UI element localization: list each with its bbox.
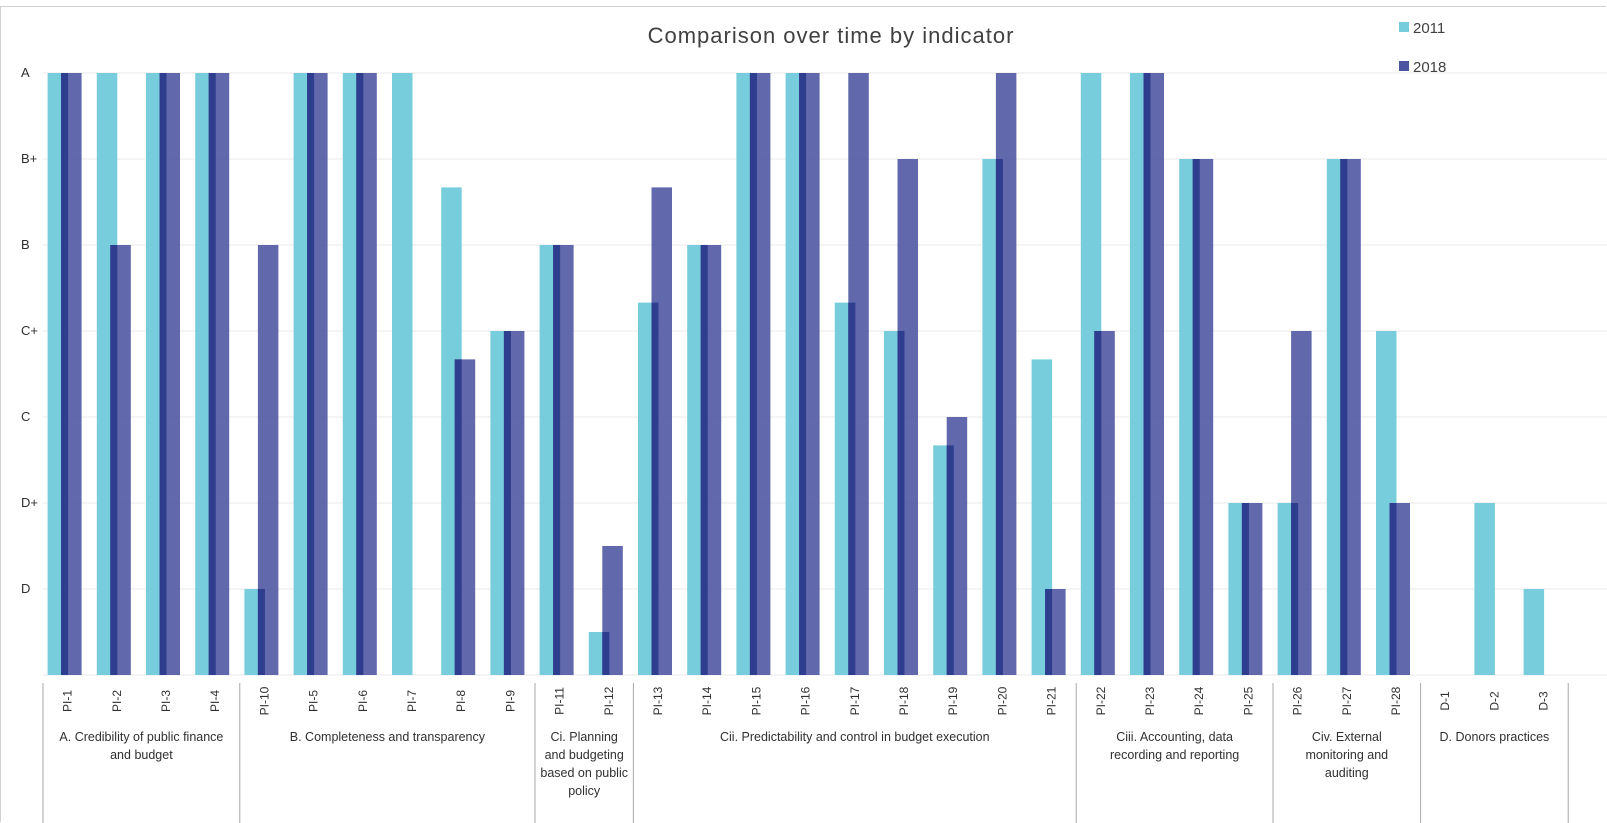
bar-overlap-pi-26 bbox=[1291, 503, 1299, 675]
bar-2011-d-2 bbox=[1474, 503, 1495, 675]
x-category-label: PI-26 bbox=[1291, 686, 1305, 715]
x-category-label: PI-1 bbox=[61, 690, 75, 712]
group-label-line: A. Credibility of public finance bbox=[59, 730, 223, 744]
x-category-label: PI-21 bbox=[1045, 686, 1059, 715]
x-category-label: PI-9 bbox=[503, 690, 517, 712]
x-category-label: PI-6 bbox=[356, 690, 370, 712]
x-category-label: PI-20 bbox=[995, 686, 1009, 715]
x-axis-categories: PI-1 PI-2 PI-3 PI-4 PI-10 PI-5 PI-6 PI-7 PI-8 PI-… bbox=[61, 686, 1551, 715]
group-label-line: and budgeting bbox=[545, 748, 624, 762]
x-category-label: PI-19 bbox=[946, 686, 960, 715]
y-tick-label: C bbox=[21, 409, 30, 424]
group-label-line: Cii. Predictability and control in budge… bbox=[720, 730, 990, 744]
x-category-label: D-3 bbox=[1537, 691, 1551, 711]
x-category-label: PI-15 bbox=[749, 686, 763, 715]
bar-overlap-pi-21 bbox=[1045, 589, 1053, 675]
x-category-label: PI-4 bbox=[208, 690, 222, 712]
y-tick-label: B+ bbox=[21, 151, 37, 166]
bar-overlap-pi-20 bbox=[995, 159, 1003, 675]
legend-swatch-2018 bbox=[1399, 61, 1409, 71]
x-category-label: PI-27 bbox=[1340, 686, 1354, 715]
bar-2011-pi-7 bbox=[392, 73, 413, 675]
x-category-label: PI-10 bbox=[257, 686, 271, 715]
group-label-line: D. Donors practices bbox=[1440, 730, 1550, 744]
bar-overlap-pi-11 bbox=[553, 245, 561, 675]
bar-overlap-pi-24 bbox=[1192, 159, 1200, 675]
bar-overlap-pi-16 bbox=[799, 73, 807, 675]
legend-label-2018: 2018 bbox=[1413, 59, 1446, 76]
chart-frame: A B+ B C+ C D+ D PI-1 PI-2 PI-3 PI-4 PI-10 PI-5 PI-6… bbox=[0, 6, 1607, 823]
bar-overlap-pi-25 bbox=[1241, 503, 1249, 675]
y-tick-label: C+ bbox=[21, 323, 38, 338]
bar-overlap-pi-17 bbox=[848, 302, 856, 675]
bar-overlap-pi-23 bbox=[1143, 73, 1151, 675]
x-category-label: PI-22 bbox=[1094, 686, 1108, 715]
x-axis-groups: A. Credibility of public finance and budg… bbox=[42, 683, 1569, 823]
bar-overlap-pi-4 bbox=[208, 73, 216, 675]
x-category-label: PI-8 bbox=[454, 690, 468, 712]
bar-overlap-pi-28 bbox=[1389, 503, 1397, 675]
group-label-line: policy bbox=[568, 784, 601, 798]
x-category-label: PI-16 bbox=[799, 686, 813, 715]
group-label-line: monitoring and bbox=[1305, 748, 1388, 762]
y-tick-label: B bbox=[21, 237, 30, 252]
legend: 2011 2018 bbox=[1399, 20, 1446, 76]
bar-overlap-pi-27 bbox=[1340, 159, 1348, 675]
group-label-line: Ci. Planning bbox=[550, 730, 617, 744]
group-label-line: based on public bbox=[540, 766, 628, 780]
bar-overlap-pi-18 bbox=[897, 331, 905, 675]
group-label-line: B. Completeness and transparency bbox=[290, 730, 486, 744]
group-label-line: Civ. External bbox=[1312, 730, 1382, 744]
x-category-label: PI-13 bbox=[651, 686, 665, 715]
group-label-line: recording and reporting bbox=[1110, 748, 1239, 762]
bars bbox=[47, 73, 1545, 675]
x-category-label: D-2 bbox=[1487, 691, 1501, 711]
bar-2011-d-3 bbox=[1523, 589, 1545, 675]
legend-swatch-2011 bbox=[1399, 22, 1409, 32]
bar-overlap-pi-12 bbox=[602, 632, 610, 675]
bar-2018-pi-10 bbox=[257, 245, 279, 675]
y-tick-label: D+ bbox=[21, 495, 38, 510]
bar-chart: A B+ B C+ C D+ D PI-1 PI-2 PI-3 PI-4 PI-10 PI-5 PI-6… bbox=[21, 20, 1607, 823]
x-category-label: PI-25 bbox=[1241, 686, 1255, 715]
group-label-line: Ciii. Accounting, data bbox=[1116, 730, 1233, 744]
group-label-line: and budget bbox=[110, 748, 173, 762]
bar-overlap-pi-6 bbox=[356, 73, 364, 675]
bar-overlap-pi-19 bbox=[946, 445, 954, 675]
bar-overlap-pi-15 bbox=[749, 73, 757, 675]
bar-overlap-pi-8 bbox=[454, 359, 462, 675]
x-category-label: PI-11 bbox=[553, 687, 567, 715]
y-tick-label: D bbox=[21, 581, 30, 596]
bar-overlap-pi-3 bbox=[159, 73, 167, 675]
x-category-label: PI-14 bbox=[700, 686, 714, 715]
bar-overlap-pi-2 bbox=[110, 245, 118, 675]
x-category-label: PI-24 bbox=[1192, 686, 1206, 715]
x-category-label: PI-3 bbox=[159, 690, 173, 712]
x-category-label: D-1 bbox=[1438, 691, 1452, 711]
x-category-label: PI-5 bbox=[307, 690, 321, 712]
legend-label-2011: 2011 bbox=[1413, 20, 1445, 37]
x-category-label: PI-17 bbox=[848, 686, 862, 715]
bar-overlap-pi-5 bbox=[307, 73, 315, 675]
bar-overlap-pi-1 bbox=[61, 73, 69, 675]
x-category-label: PI-23 bbox=[1143, 686, 1157, 715]
x-category-label: PI-28 bbox=[1389, 686, 1403, 715]
x-category-label: PI-2 bbox=[110, 690, 124, 712]
chart-title: Comparison over time by indicator bbox=[648, 23, 1015, 48]
x-category-label: PI-12 bbox=[602, 686, 616, 715]
x-category-label: PI-7 bbox=[405, 690, 419, 712]
bar-overlap-pi-22 bbox=[1094, 331, 1102, 675]
group-label-line: auditing bbox=[1325, 766, 1369, 780]
x-category-label: PI-18 bbox=[897, 686, 911, 715]
y-axis-ticks: A B+ B C+ C D+ D bbox=[21, 65, 38, 596]
bar-overlap-pi-14 bbox=[700, 245, 708, 675]
bar-overlap-pi-9 bbox=[503, 331, 511, 675]
bar-overlap-pi-10 bbox=[257, 589, 265, 675]
y-tick-label: A bbox=[21, 65, 30, 80]
bar-overlap-pi-13 bbox=[651, 302, 659, 675]
